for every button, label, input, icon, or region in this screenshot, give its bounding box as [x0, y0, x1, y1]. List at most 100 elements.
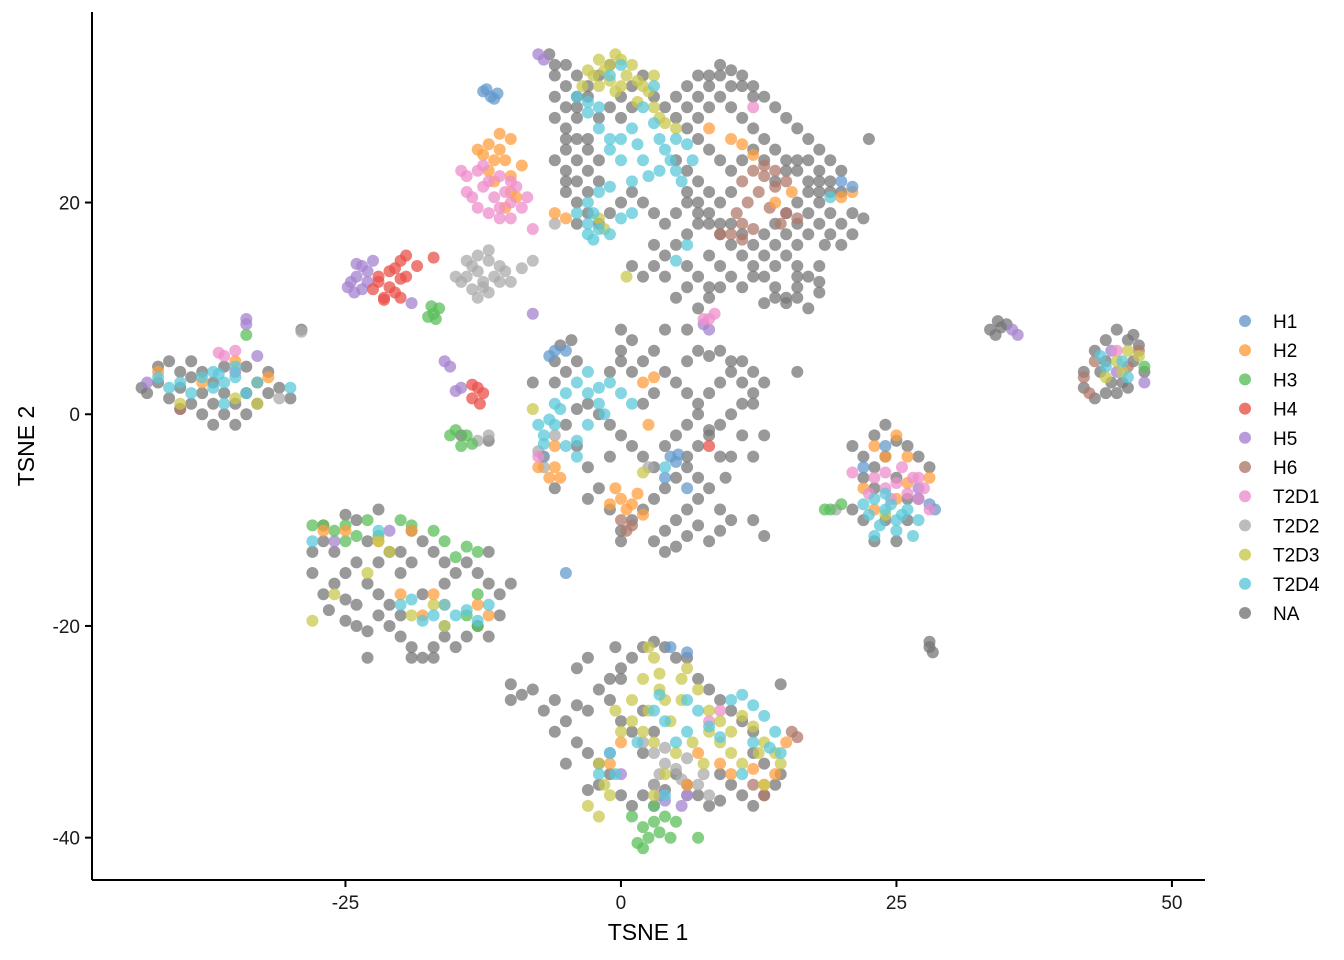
point-na — [813, 260, 826, 272]
point-h2 — [394, 588, 407, 601]
point-t2d2 — [648, 778, 660, 791]
point-na — [725, 514, 738, 527]
point-na — [328, 545, 341, 558]
point-na — [548, 725, 561, 738]
point-na — [449, 641, 462, 654]
point-na — [747, 260, 760, 272]
point-na — [548, 154, 561, 167]
point-h3 — [429, 313, 442, 325]
point-t2d1 — [1110, 344, 1123, 357]
point-na — [548, 90, 561, 103]
series-t2d2 — [273, 217, 842, 802]
point-h5 — [444, 360, 457, 373]
point-na — [548, 111, 561, 124]
point-t2d4 — [670, 164, 682, 177]
point-h2 — [747, 762, 760, 775]
point-na — [681, 387, 694, 400]
point-h3 — [425, 300, 438, 313]
point-na — [581, 143, 594, 156]
point-t2d1 — [493, 212, 506, 225]
point-h6 — [791, 731, 804, 744]
point-na — [460, 556, 473, 569]
point-na — [791, 260, 804, 272]
point-t2d4 — [603, 133, 616, 145]
point-na — [714, 694, 727, 706]
point-na — [670, 90, 682, 103]
point-na — [703, 281, 716, 294]
point-na — [659, 524, 671, 537]
point-na — [361, 535, 374, 548]
point-t2d4 — [681, 238, 694, 251]
point-h3 — [455, 440, 468, 452]
point-h6 — [747, 164, 760, 177]
point-h2 — [890, 429, 903, 442]
point-h6 — [752, 186, 765, 198]
point-na — [736, 154, 749, 167]
point-h2 — [747, 148, 760, 161]
point-na — [570, 154, 583, 167]
point-t2d4 — [592, 186, 605, 198]
point-t2d4 — [648, 80, 660, 93]
point-t2d4 — [163, 381, 176, 394]
point-na — [637, 789, 649, 802]
point-t2d4 — [763, 741, 776, 754]
point-na — [714, 450, 727, 463]
point-h2 — [879, 450, 892, 463]
series-t2d3 — [174, 48, 1145, 823]
point-na — [802, 302, 815, 315]
legend-swatch-h5 — [1239, 431, 1251, 444]
point-t2d4 — [890, 524, 903, 537]
point-na — [714, 344, 727, 357]
point-t2d3 — [747, 720, 760, 733]
point-h2 — [725, 768, 738, 781]
point-na — [670, 291, 682, 304]
point-h6 — [758, 159, 771, 172]
point-na — [615, 672, 627, 685]
point-t2d4 — [559, 440, 572, 452]
point-h2 — [543, 471, 556, 484]
point-na — [317, 588, 330, 601]
point-na — [747, 365, 760, 378]
point-na — [427, 651, 440, 664]
point-t2d2 — [648, 747, 660, 759]
point-na — [565, 334, 578, 347]
point-h5 — [681, 789, 694, 802]
point-na — [802, 154, 815, 167]
point-t2d4 — [626, 122, 638, 135]
point-na — [460, 630, 473, 643]
point-h6 — [736, 233, 749, 246]
point-h1 — [659, 471, 671, 484]
point-na — [703, 424, 716, 437]
point-t2d4 — [637, 154, 649, 167]
point-h6 — [730, 207, 743, 220]
point-na — [791, 365, 804, 378]
point-h6 — [1083, 387, 1096, 400]
point-t2d4 — [868, 492, 881, 505]
point-t2d4 — [736, 688, 749, 701]
point-t2d3 — [686, 736, 699, 749]
point-t2d4 — [725, 694, 738, 706]
point-na — [626, 799, 638, 812]
point-na — [835, 217, 848, 230]
point-t2d2 — [515, 262, 528, 275]
point-h6 — [736, 217, 749, 230]
point-na — [692, 408, 705, 421]
legend-swatch-h2 — [1239, 344, 1251, 357]
point-t2d4 — [879, 487, 892, 500]
point-t2d1 — [515, 201, 528, 214]
point-t2d3 — [251, 397, 264, 410]
point-t2d2 — [548, 429, 561, 442]
point-na — [857, 212, 870, 225]
point-na — [703, 69, 716, 82]
point-na — [692, 196, 705, 209]
point-h5 — [526, 307, 539, 320]
point-na — [416, 588, 429, 601]
legend-label-t2d4: T2D4 — [1273, 575, 1320, 596]
x-axis-title: TSNE 1 — [608, 919, 689, 945]
point-na — [493, 588, 506, 601]
point-t2d3 — [648, 69, 660, 82]
point-na — [659, 270, 671, 283]
point-h5 — [240, 313, 253, 325]
point-na — [692, 69, 705, 82]
point-na — [758, 249, 771, 262]
